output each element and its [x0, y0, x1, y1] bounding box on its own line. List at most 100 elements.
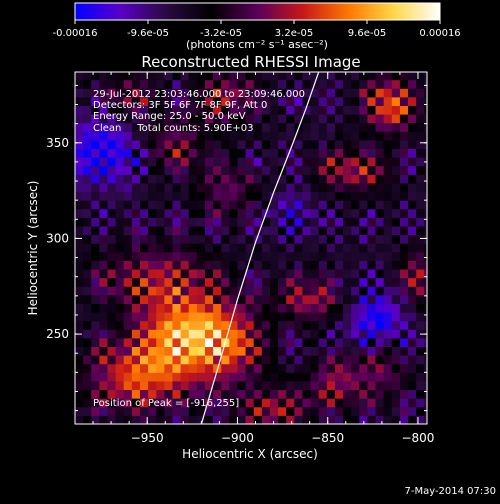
- heatmap-cell: [399, 294, 409, 304]
- y-tick-label: 250: [46, 327, 69, 341]
- heatmap-cell: [367, 415, 377, 424]
- heatmap-cell: [204, 312, 214, 322]
- x-axis-label: Heliocentric X (arcsec): [182, 447, 318, 461]
- heatmap-cell: [383, 294, 393, 304]
- heatmap-cell: [408, 148, 417, 158]
- heatmap-cell: [196, 337, 206, 348]
- heatmap-cell: [351, 372, 360, 382]
- heatmap-cell: [123, 217, 133, 227]
- heatmap-cell: [278, 88, 287, 98]
- heatmap-cell: [213, 122, 222, 132]
- heatmap-cell: [172, 389, 182, 399]
- heatmap-cell: [302, 122, 312, 132]
- x-tick-label: −900: [221, 431, 254, 445]
- heatmap-cell: [123, 355, 133, 365]
- heatmap-cell: [408, 88, 417, 98]
- heatmap-cell: [408, 79, 417, 89]
- heatmap-cell: [91, 157, 100, 167]
- heatmap-cell: [180, 260, 190, 270]
- heatmap-cell: [278, 269, 287, 279]
- heatmap-cell: [229, 286, 238, 296]
- heatmap-cell: [334, 303, 344, 313]
- heatmap-cell: [278, 208, 287, 218]
- heatmap-cell: [278, 372, 287, 382]
- heatmap-cell: [302, 79, 312, 89]
- heatmap-cell: [391, 312, 401, 322]
- heatmap-cell: [188, 260, 198, 270]
- heatmap-cell: [391, 329, 401, 339]
- heatmap-cell: [131, 251, 141, 261]
- heatmap-cell: [416, 294, 425, 304]
- heatmap-cell: [188, 406, 198, 416]
- heatmap-cell: [107, 88, 117, 98]
- heatmap-cell: [229, 363, 238, 373]
- heatmap-cell: [107, 131, 117, 141]
- heatmap-cell: [245, 260, 255, 270]
- heatmap-cell: [75, 337, 84, 348]
- heatmap-cell: [302, 105, 312, 115]
- heatmap-cell: [399, 217, 409, 227]
- heatmap-cell: [310, 389, 320, 399]
- heatmap-cell: [253, 208, 263, 218]
- heatmap-cell: [326, 88, 336, 98]
- heatmap-cell: [115, 243, 125, 253]
- heatmap-cell: [383, 320, 393, 330]
- heatmap-cell: [188, 286, 198, 296]
- heatmap-cell: [221, 148, 230, 158]
- heatmap-cell: [99, 260, 108, 270]
- heatmap-cell: [310, 148, 320, 158]
- heatmap-cell: [75, 148, 84, 158]
- heatmap-cell: [164, 320, 173, 330]
- heatmap-cell: [83, 260, 92, 270]
- heatmap-cell: [180, 234, 190, 244]
- heatmap-cell: [172, 269, 182, 279]
- heatmap-cell: [416, 415, 425, 424]
- heatmap-cell: [139, 174, 149, 184]
- heatmap-cell: [91, 277, 100, 287]
- heatmap-cell: [261, 277, 271, 287]
- heatmap-cell: [294, 105, 303, 115]
- heatmap-cell: [172, 148, 182, 158]
- heatmap-cell: [131, 380, 141, 391]
- heatmap-cell: [156, 191, 165, 201]
- heatmap-cell: [391, 243, 401, 253]
- heatmap-cell: [424, 372, 427, 382]
- heatmap-cell: [148, 312, 157, 322]
- heatmap-cell: [391, 191, 401, 201]
- heatmap-cell: [196, 88, 206, 98]
- heatmap-cell: [326, 243, 336, 253]
- heatmap-cell: [367, 182, 377, 193]
- heatmap-cell: [172, 96, 182, 106]
- heatmap-cell: [416, 303, 425, 313]
- heatmap-cell: [139, 260, 149, 270]
- heatmap-cell: [391, 269, 401, 279]
- heatmap-cell: [237, 148, 247, 158]
- heatmap-cell: [318, 277, 328, 287]
- heatmap-cell: [91, 226, 100, 236]
- heatmap-cell: [196, 191, 206, 201]
- heatmap-cell: [139, 337, 149, 348]
- heatmap-cell: [399, 398, 409, 408]
- heatmap-cell: [391, 174, 401, 184]
- heatmap-cell: [367, 217, 377, 227]
- heatmap-cell: [139, 269, 149, 279]
- heatmap-cell: [391, 208, 401, 218]
- heatmap-cell: [172, 217, 182, 227]
- heatmap-cell: [99, 286, 108, 296]
- heatmap-cell: [107, 294, 117, 304]
- heatmap-cell: [253, 389, 263, 399]
- heatmap-cell: [237, 88, 247, 98]
- heatmap-cell: [204, 243, 214, 253]
- heatmap-cell: [213, 88, 222, 98]
- heatmap-cell: [375, 415, 385, 424]
- heatmap-cell: [75, 131, 84, 141]
- heatmap-cell: [196, 346, 206, 356]
- heatmap-cell: [237, 389, 247, 399]
- heatmap-cell: [399, 96, 409, 106]
- heatmap-cell: [261, 251, 271, 261]
- heatmap-cell: [123, 243, 133, 253]
- heatmap-cell: [302, 320, 312, 330]
- heatmap-cell: [318, 114, 328, 124]
- heatmap-cell: [204, 346, 214, 356]
- heatmap-cell: [351, 251, 360, 261]
